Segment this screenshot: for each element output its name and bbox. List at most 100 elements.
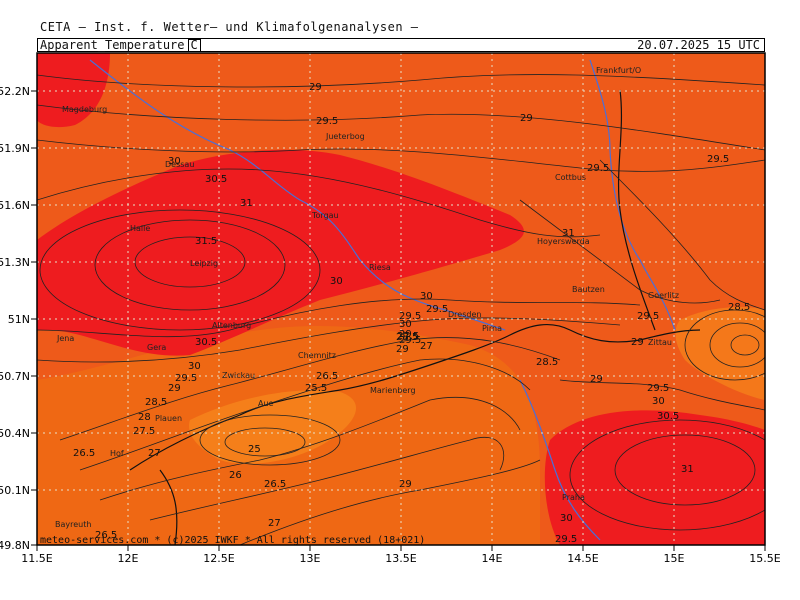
contour-label: 31 xyxy=(240,198,253,209)
contour-label: 30 xyxy=(420,291,433,302)
contour-label: 26.5 xyxy=(95,530,117,541)
city-label: Praha xyxy=(562,493,585,502)
city-label: Cottbus xyxy=(555,173,586,182)
lat-tick-label: 51.9N xyxy=(0,142,30,155)
city-label: Zwickau xyxy=(222,371,255,380)
contour-label: 28.5 xyxy=(536,357,558,368)
contour-label: 29 xyxy=(520,113,533,124)
city-label: Plauen xyxy=(155,414,182,423)
contour-label: 30.5 xyxy=(657,411,679,422)
lon-tick-label: 13.5E xyxy=(385,552,416,565)
longitude-ticks: 11.5E 12E 12.5E 13E 13.5E 14E 14.5E 15E 15.5E xyxy=(21,545,781,565)
lat-tick-label: 49.8N xyxy=(0,539,30,552)
contour-label: 30 xyxy=(399,319,412,330)
contour-label: 29 xyxy=(399,479,412,490)
lat-tick-label: 51.6N xyxy=(0,199,30,212)
city-label: Dresden xyxy=(448,310,481,319)
city-label: Magdeburg xyxy=(62,105,107,114)
red-region-magdeburg xyxy=(37,53,110,128)
lat-tick-label: 52.2N xyxy=(0,85,30,98)
contour-label: 27 xyxy=(420,341,433,352)
lon-tick-label: 15E xyxy=(664,552,685,565)
city-label: Marienberg xyxy=(370,386,416,395)
city-label: Hoyerswerda xyxy=(537,237,590,246)
contour-label: 29 xyxy=(168,383,181,394)
city-label: Pirna xyxy=(482,324,502,333)
city-label: Halle xyxy=(130,224,150,233)
contour-label: 29 xyxy=(396,344,409,355)
valid-time-label: 20.07.2025 15 UTC xyxy=(637,38,760,52)
city-label: Jena xyxy=(56,334,74,343)
city-label: Goerlitz xyxy=(648,291,679,300)
contour-label: 25.5 xyxy=(305,383,327,394)
contour-label: 29 xyxy=(399,329,412,340)
contour-label: 29.5 xyxy=(316,116,338,127)
city-label: Leipzig xyxy=(190,259,218,268)
lon-tick-label: 14E xyxy=(482,552,503,565)
city-label: Hof xyxy=(110,449,124,458)
contour-label: 28.5 xyxy=(728,302,750,313)
contour-label: 30 xyxy=(560,513,573,524)
red-region-bohemia xyxy=(544,410,765,545)
contour-label: 29.5 xyxy=(555,534,577,545)
contour-label: 29 xyxy=(309,82,322,93)
city-label: Zittau xyxy=(648,338,672,347)
contour-label: 29.5 xyxy=(399,311,421,322)
lon-tick-label: 12E xyxy=(118,552,139,565)
orange-region-erzgebirge xyxy=(189,390,357,464)
border-de-cz xyxy=(129,324,701,471)
lat-tick-label: 50.4N xyxy=(0,427,30,440)
contour-label: 30 xyxy=(330,276,343,287)
contour-label: 28.5 xyxy=(396,332,418,343)
city-label: Gera xyxy=(147,343,166,352)
contour-label: 31 xyxy=(681,464,694,475)
city-label: Chemnitz xyxy=(298,351,336,360)
contour-label: 29.5 xyxy=(647,383,669,394)
header-bar: Apparent_Temperature C 20.07.2025 15 UTC xyxy=(37,38,765,52)
contour-label: 26.5 xyxy=(264,479,286,490)
lat-tick-label: 50.7N xyxy=(0,370,30,383)
contour-label: 26 xyxy=(229,470,242,481)
variable-label: Apparent_Temperature C xyxy=(40,39,201,52)
contour-label: 27 xyxy=(148,448,161,459)
city-label: Aue xyxy=(258,399,274,408)
city-labels: Magdeburg Dessau Jueterbog Cottbus Frankfurt… xyxy=(55,66,679,529)
city-label: Jueterbog xyxy=(325,132,365,141)
lat-tick-label: 51.3N xyxy=(0,256,30,269)
contour-label: 31.5 xyxy=(195,236,217,247)
graticule xyxy=(37,53,765,545)
lat-tick-label: 50.1N xyxy=(0,484,30,497)
contour-label: 30.5 xyxy=(205,174,227,185)
city-label: Altenburg xyxy=(212,321,251,330)
contour-label: 27.5 xyxy=(133,426,155,437)
contour-label: 27.5 xyxy=(397,331,419,342)
border-bavaria xyxy=(159,469,178,545)
contour-label: 29.5 xyxy=(426,304,448,315)
river-elbe xyxy=(89,59,506,331)
chart-title: CETA — Inst. f. Wetter— und Klimafolgena… xyxy=(40,20,419,34)
river-oder-neisse xyxy=(589,59,676,331)
contour-label: 29.5 xyxy=(175,373,197,384)
latitude-ticks: 52.2N 51.9N 51.6N 51.3N 51N 50.7N 50.4N 50.1N 49… xyxy=(0,85,37,552)
contour-label: 26.5 xyxy=(73,448,95,459)
lon-tick-label: 14.5E xyxy=(567,552,598,565)
city-label: Riesa xyxy=(369,263,391,272)
contour-label: 29.5 xyxy=(707,154,729,165)
contour-label: 29 xyxy=(590,374,603,385)
contour-label: 28 xyxy=(138,412,151,423)
contour-label: 25 xyxy=(248,444,261,455)
lon-tick-label: 11.5E xyxy=(21,552,52,565)
contour-label: 31 xyxy=(562,228,575,239)
contour-label: 30.5 xyxy=(195,337,217,348)
city-label: Frankfurt/O xyxy=(596,66,641,75)
city-label: Dessau xyxy=(165,160,194,169)
lat-tick-label: 51N xyxy=(8,313,30,326)
map-area xyxy=(37,53,765,545)
lon-tick-label: 13E xyxy=(300,552,321,565)
unit-label: C xyxy=(187,39,201,52)
lon-tick-label: 15.5E xyxy=(749,552,780,565)
red-region-north xyxy=(37,149,524,356)
contour-label: 27 xyxy=(268,518,281,529)
